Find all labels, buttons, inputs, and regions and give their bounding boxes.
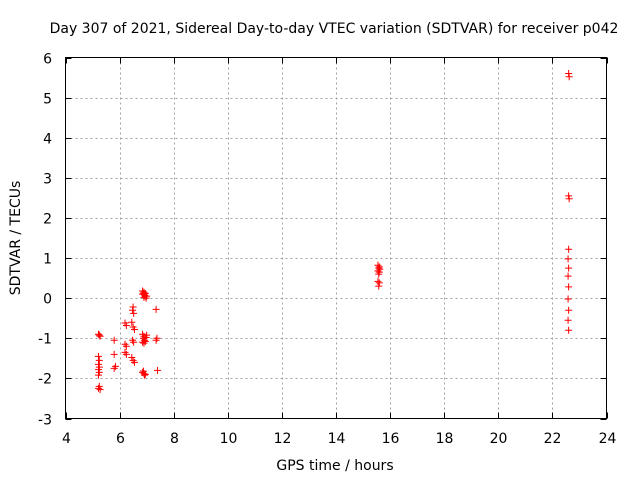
x-tick-label: 8 (170, 431, 179, 447)
data-point (374, 277, 382, 285)
data-points (95, 70, 573, 394)
x-tick-label: 22 (544, 431, 562, 447)
data-point (152, 305, 160, 313)
data-point (129, 303, 137, 311)
data-point (95, 371, 103, 379)
data-point (374, 267, 382, 275)
data-point (565, 195, 573, 203)
data-point (564, 295, 572, 303)
y-tick-label: 6 (43, 52, 52, 68)
x-tick-label: 24 (599, 431, 617, 447)
y-tick-label: 3 (43, 172, 52, 188)
x-tick-label: 18 (436, 431, 454, 447)
data-point (140, 371, 148, 379)
data-point (565, 70, 573, 78)
data-point (565, 306, 573, 314)
x-tick-label: 14 (328, 431, 346, 447)
data-point (96, 386, 104, 394)
data-point (375, 279, 383, 287)
data-point (375, 270, 383, 278)
data-point (122, 342, 130, 350)
axis-ticks (65, 57, 608, 420)
y-tick-label: -1 (38, 332, 52, 348)
data-point (565, 283, 573, 291)
data-point (152, 336, 160, 344)
data-point (130, 358, 138, 366)
data-point (95, 356, 103, 364)
x-tick-label: 6 (116, 431, 125, 447)
x-tick-label: 10 (220, 431, 238, 447)
data-point (565, 326, 573, 334)
data-point (139, 338, 147, 346)
data-point (143, 292, 151, 300)
data-point (110, 350, 118, 358)
data-point (95, 384, 103, 392)
grid-lines (65, 57, 607, 419)
data-point (95, 331, 103, 339)
data-point (95, 330, 103, 338)
y-tick-label: 5 (43, 92, 52, 108)
x-axis-label: GPS time / hours (276, 458, 393, 474)
y-axis-label: SDTVAR / TECUs (8, 181, 24, 296)
data-point (122, 350, 130, 358)
data-point (130, 325, 138, 333)
y-tick-label: -2 (38, 372, 52, 388)
data-point (564, 316, 572, 324)
data-point (130, 309, 138, 317)
data-point (565, 245, 573, 253)
data-point (110, 364, 118, 372)
data-point (565, 73, 573, 81)
x-tick-label: 4 (62, 431, 71, 447)
x-tick-label: 20 (490, 431, 508, 447)
y-tick-label: 1 (43, 252, 52, 268)
data-point (129, 306, 137, 314)
data-point (130, 338, 138, 346)
y-tick-label: -3 (38, 413, 52, 429)
data-point (564, 255, 572, 263)
data-point (139, 367, 147, 375)
data-point (95, 352, 103, 360)
chart-title: Day 307 of 2021, Sidereal Day-to-day VTE… (50, 21, 619, 37)
data-point (143, 331, 151, 339)
data-point (153, 366, 161, 374)
data-point (140, 339, 148, 347)
data-point (564, 272, 572, 280)
x-tick-label: 12 (274, 431, 292, 447)
plot-frame (65, 57, 607, 419)
x-tick-label: 16 (382, 431, 400, 447)
data-point (565, 264, 573, 272)
data-point (128, 318, 136, 326)
data-point (122, 321, 130, 329)
data-point (110, 336, 118, 344)
y-tick-label: 4 (43, 132, 52, 148)
y-tick-label: 2 (43, 212, 52, 228)
y-tick-label: 0 (43, 292, 52, 308)
data-point (375, 282, 383, 290)
